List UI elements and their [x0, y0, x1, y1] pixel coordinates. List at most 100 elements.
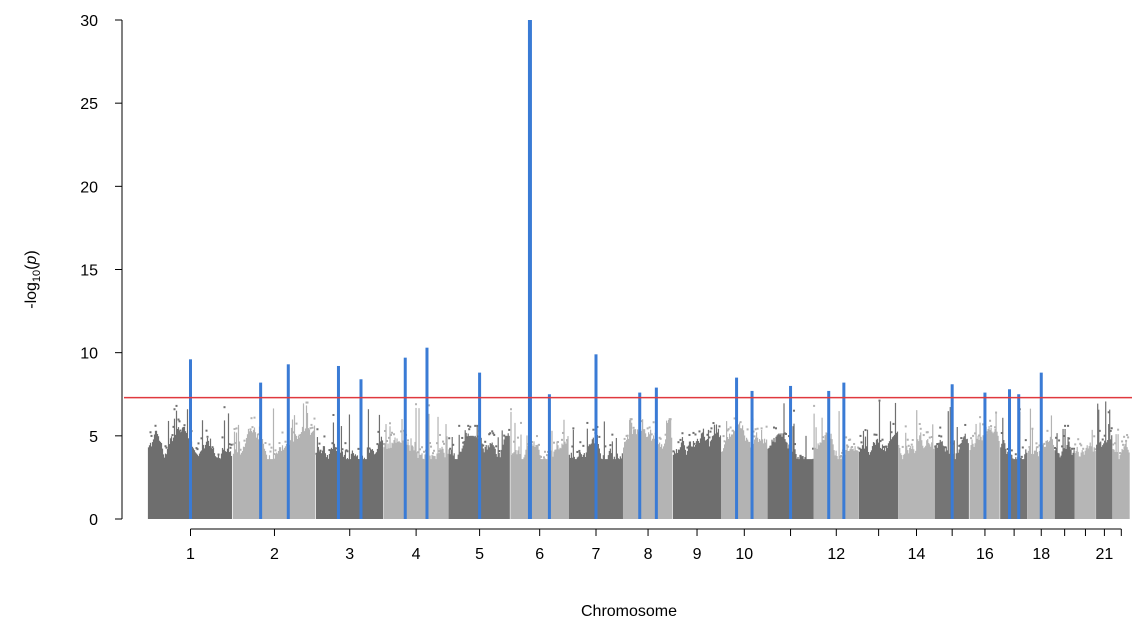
data-point — [309, 427, 312, 430]
data-point — [788, 435, 791, 438]
data-point — [856, 450, 859, 453]
data-point — [400, 430, 403, 433]
data-point — [331, 442, 334, 445]
data-point — [982, 423, 985, 426]
data-point — [1045, 440, 1048, 443]
data-point — [315, 452, 318, 455]
data-point — [632, 426, 635, 429]
data-point — [958, 444, 961, 447]
data-point — [205, 429, 208, 432]
data-point — [1123, 435, 1126, 438]
data-point — [154, 424, 157, 427]
x-tick-label-18: 18 — [1032, 546, 1050, 563]
data-point — [1098, 429, 1101, 432]
data-point — [571, 445, 574, 448]
data-point — [310, 423, 313, 426]
data-point — [182, 426, 185, 429]
data-point — [986, 431, 989, 434]
data-point — [907, 444, 910, 447]
significant-peaks — [188, 20, 1043, 519]
data-point — [1125, 439, 1128, 442]
data-point — [489, 432, 492, 435]
data-point — [492, 432, 495, 435]
data-point — [576, 450, 579, 453]
data-point — [970, 437, 973, 440]
data-point — [172, 425, 175, 428]
data-point — [1061, 445, 1064, 448]
peak-chr4 — [425, 347, 429, 519]
data-point — [1000, 432, 1003, 435]
data-point — [206, 435, 209, 438]
data-point — [1119, 452, 1122, 455]
data-point — [530, 441, 533, 444]
data-point — [449, 447, 452, 450]
x-tick-label-7: 7 — [592, 546, 601, 563]
data-point — [150, 434, 153, 437]
peak-chr17 — [1008, 389, 1012, 519]
data-point — [1028, 446, 1031, 449]
data-point — [694, 433, 697, 436]
data-point — [944, 446, 947, 449]
data-point — [377, 430, 380, 433]
data-point — [679, 438, 682, 441]
data-point — [178, 420, 181, 423]
data-point — [458, 424, 461, 427]
data-point — [672, 450, 675, 453]
data-point — [461, 436, 464, 439]
data-point — [175, 404, 178, 407]
data-point — [519, 421, 522, 424]
data-point — [989, 419, 992, 422]
data-point — [319, 449, 322, 452]
data-point — [565, 439, 568, 442]
data-point — [910, 443, 913, 446]
data-point — [281, 431, 284, 434]
x-tick-label-8: 8 — [644, 546, 653, 563]
data-point — [164, 445, 167, 448]
data-point — [552, 441, 555, 444]
data-point — [934, 445, 937, 448]
data-point — [197, 442, 200, 445]
data-point — [462, 441, 465, 444]
data-point — [177, 418, 180, 421]
data-point — [693, 442, 696, 445]
data-point — [878, 399, 881, 402]
data-point — [722, 435, 725, 438]
data-point — [1031, 427, 1034, 430]
data-point — [428, 404, 431, 407]
data-point — [974, 432, 977, 435]
peak-chr15 — [950, 384, 954, 519]
data-point — [253, 416, 256, 419]
data-point — [1036, 446, 1039, 449]
data-point — [648, 426, 651, 429]
data-point — [250, 417, 253, 420]
peak-chr3 — [336, 365, 340, 519]
data-point — [1074, 443, 1077, 446]
data-point — [407, 439, 410, 442]
y-tick-label: 30 — [80, 13, 98, 30]
data-point — [879, 440, 882, 443]
data-point — [930, 436, 933, 439]
data-point — [509, 408, 512, 411]
data-point — [592, 428, 595, 431]
data-point — [753, 435, 756, 438]
peak-chr7 — [594, 354, 598, 519]
data-point — [516, 436, 519, 439]
data-point — [423, 450, 426, 453]
data-point — [972, 434, 975, 437]
data-point — [149, 431, 152, 434]
data-point — [718, 425, 721, 428]
x-tick-label-1: 1 — [186, 546, 195, 563]
data-point — [849, 438, 852, 441]
data-point — [218, 458, 221, 461]
data-point — [323, 435, 326, 438]
data-point — [688, 433, 691, 436]
data-point — [851, 445, 854, 448]
data-point — [857, 446, 860, 449]
data-point — [419, 448, 422, 451]
data-point — [1109, 429, 1112, 432]
data-point — [710, 427, 713, 430]
peak-chr16 — [983, 392, 987, 519]
data-point — [756, 427, 759, 430]
data-point — [640, 420, 643, 423]
y-axis-title: -log10(p) — [23, 250, 43, 309]
